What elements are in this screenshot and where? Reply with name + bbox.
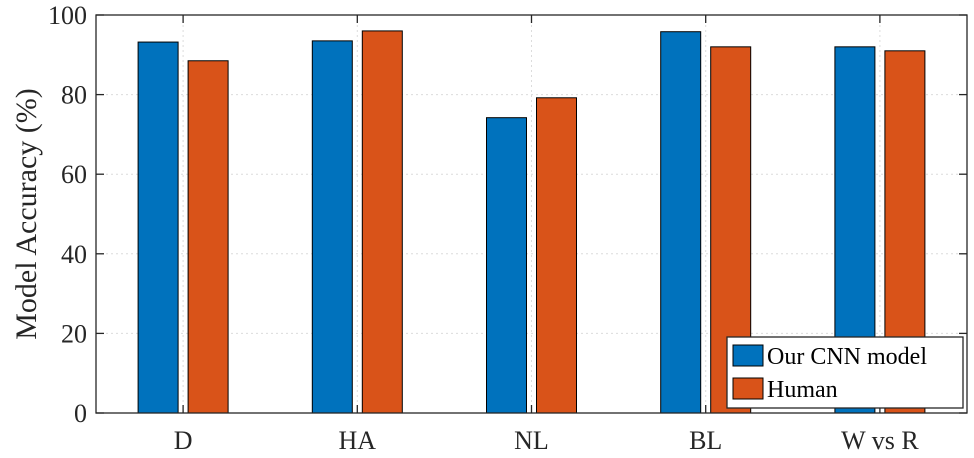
x-tick-labels: D HA NL BL W vs R — [174, 426, 920, 455]
legend-box — [726, 336, 964, 409]
bar-series2-nl — [536, 97, 577, 414]
x-tick-label: D — [174, 426, 193, 455]
x-tick-label: NL — [514, 426, 549, 455]
y-tick-label: 80 — [61, 81, 87, 110]
bar-series1-ha — [311, 40, 353, 414]
y-tick-label: 40 — [61, 240, 87, 269]
bar-series1-nl — [486, 117, 527, 414]
legend: Our CNN model Human — [726, 336, 964, 409]
y-tick-labels: 0 20 40 60 80 100 — [48, 1, 87, 428]
x-tick-label: HA — [339, 426, 377, 455]
bar-series2-ha — [361, 30, 403, 414]
y-axis-title: Model Accuracy (%) — [10, 88, 43, 340]
legend-label: Our CNN model — [767, 344, 927, 370]
y-tick-label: 0 — [74, 399, 87, 428]
legend-label: Human — [767, 377, 838, 403]
y-tick-label: 20 — [61, 319, 87, 348]
x-tick-label: BL — [689, 426, 722, 455]
y-tick-label: 60 — [61, 160, 87, 189]
axis-ticks — [96, 14, 967, 414]
legend-swatch — [732, 377, 764, 400]
x-tick-label: W vs R — [841, 426, 919, 455]
bar-series2-d — [187, 60, 229, 414]
legend-swatch — [732, 344, 764, 367]
bar-series1-bl — [660, 31, 702, 414]
bar-series1-d — [137, 41, 179, 414]
y-tick-label: 100 — [48, 1, 87, 30]
